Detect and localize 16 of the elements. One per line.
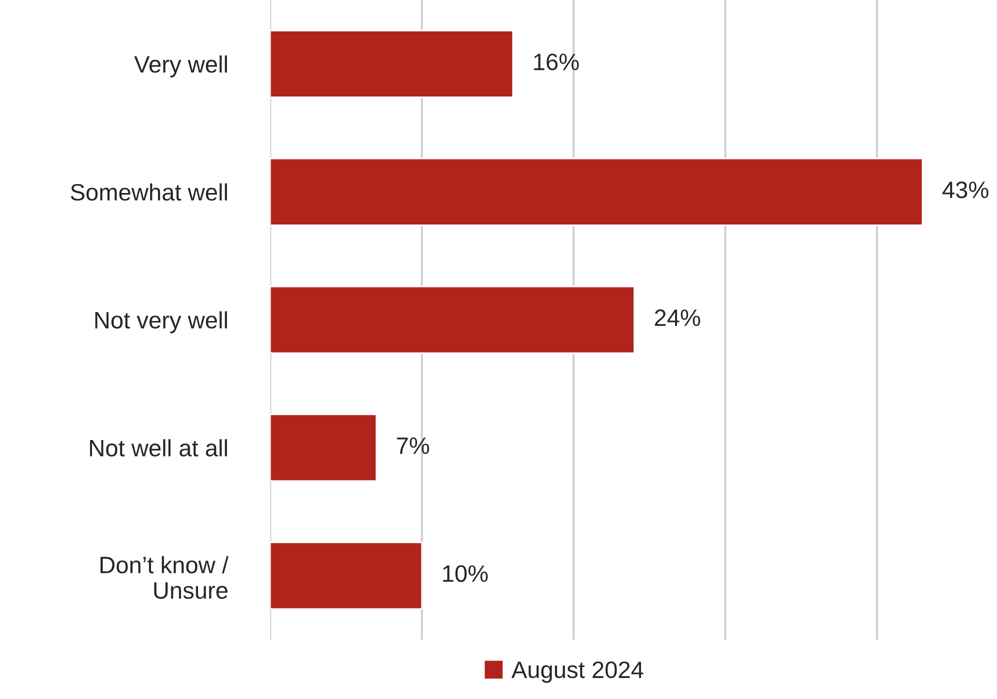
data-label: 16% <box>534 54 579 70</box>
data-label: 24% <box>654 309 700 326</box>
data-label: 7% <box>397 437 430 454</box>
data-label: 43% <box>942 181 988 198</box>
y-tick-label: Not well at all <box>90 439 227 456</box>
y-tick-label: Very well <box>134 55 227 78</box>
bar <box>270 158 924 226</box>
bar <box>270 542 423 610</box>
legend-label: August 2024 <box>511 661 644 683</box>
bar <box>270 286 635 354</box>
bar <box>270 30 514 98</box>
y-tick-label: Don’t know / Unsure <box>100 556 229 599</box>
data-label: 10% <box>443 565 488 582</box>
bar <box>270 414 378 482</box>
y-tick-label: Not very well <box>95 311 227 334</box>
y-tick-label: Somewhat well <box>70 183 227 201</box>
